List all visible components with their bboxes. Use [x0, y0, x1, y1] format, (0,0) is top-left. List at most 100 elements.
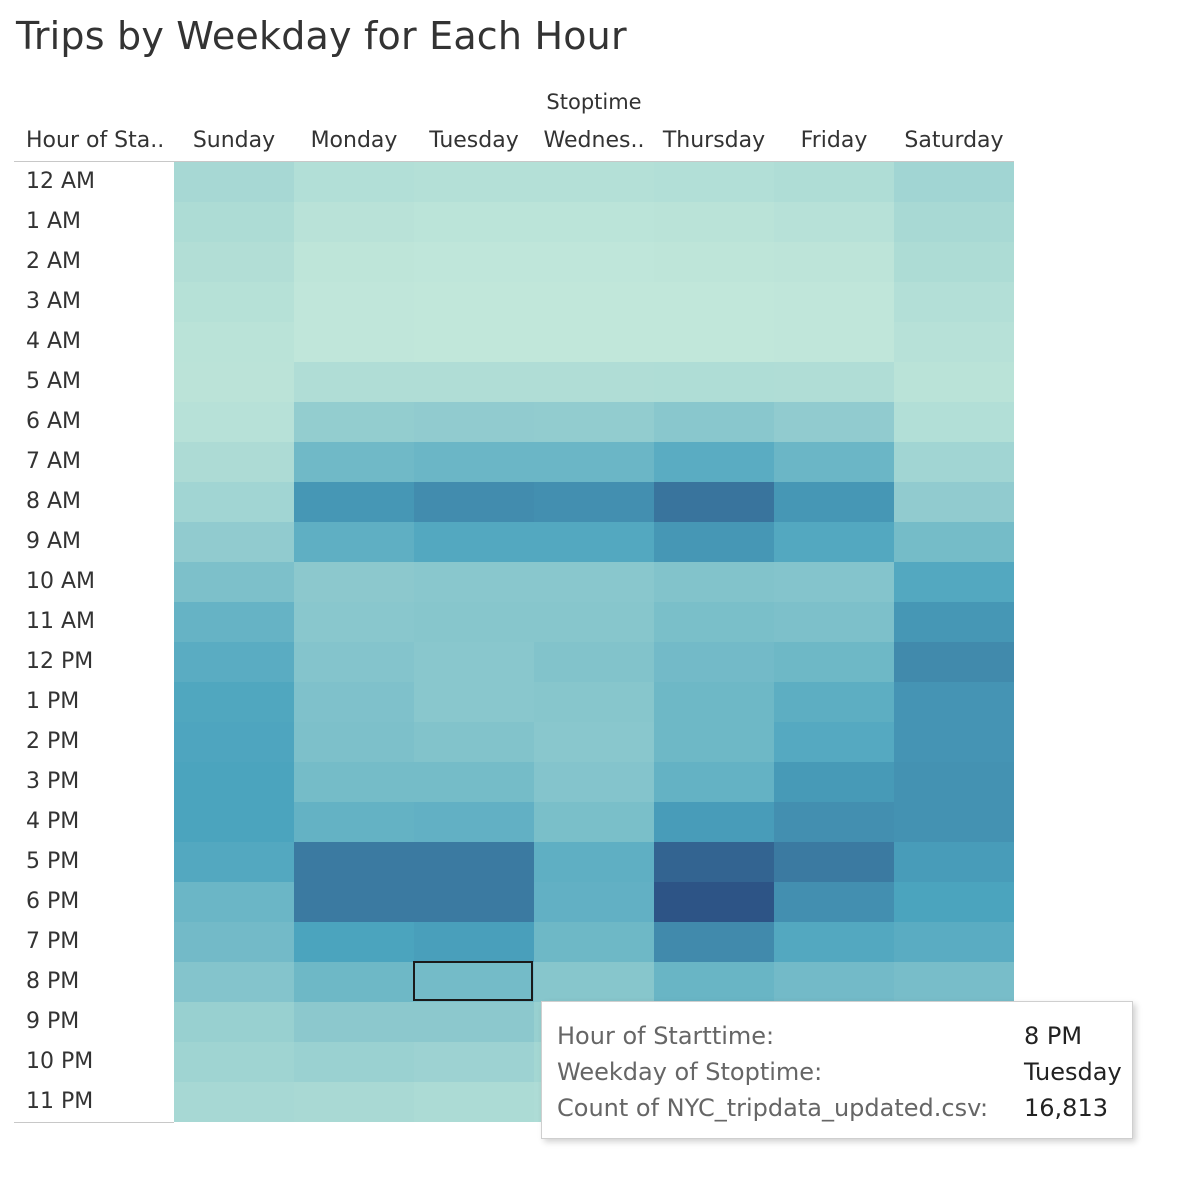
column-header-6[interactable]: Saturday [904, 128, 1004, 153]
row-label-1[interactable]: 1 AM [26, 209, 82, 234]
heatmap-cell-r3-c6[interactable] [894, 282, 1014, 322]
heatmap-cell-r7-c5[interactable] [774, 442, 894, 482]
heatmap-cell-r22-c0[interactable] [174, 1042, 294, 1082]
heatmap-cell-r13-c4[interactable] [654, 682, 774, 722]
heatmap-cell-r18-c5[interactable] [774, 882, 894, 922]
heatmap-cell-r20-c2[interactable] [414, 962, 534, 1002]
heatmap-cell-r13-c5[interactable] [774, 682, 894, 722]
heatmap-cell-r15-c0[interactable] [174, 762, 294, 802]
row-label-7[interactable]: 7 AM [26, 449, 82, 474]
heatmap-cell-r16-c6[interactable] [894, 802, 1014, 842]
heatmap-cell-r14-c0[interactable] [174, 722, 294, 762]
row-label-2[interactable]: 2 AM [26, 249, 82, 274]
heatmap-cell-r14-c2[interactable] [414, 722, 534, 762]
heatmap-cell-r1-c4[interactable] [654, 202, 774, 242]
heatmap-cell-r5-c5[interactable] [774, 362, 894, 402]
row-label-9[interactable]: 9 AM [26, 529, 82, 554]
heatmap-cell-r11-c3[interactable] [534, 602, 654, 642]
heatmap-cell-r2-c2[interactable] [414, 242, 534, 282]
column-header-2[interactable]: Tuesday [429, 128, 519, 153]
heatmap-cell-r0-c1[interactable] [294, 162, 414, 202]
heatmap-cell-r3-c5[interactable] [774, 282, 894, 322]
heatmap-cell-r7-c0[interactable] [174, 442, 294, 482]
heatmap-cell-r6-c1[interactable] [294, 402, 414, 442]
heatmap-cell-r1-c1[interactable] [294, 202, 414, 242]
heatmap-cell-r19-c3[interactable] [534, 922, 654, 962]
heatmap-cell-r7-c4[interactable] [654, 442, 774, 482]
heatmap-cell-r20-c1[interactable] [294, 962, 414, 1002]
heatmap-cell-r8-c1[interactable] [294, 482, 414, 522]
heatmap-cell-r21-c2[interactable] [414, 1002, 534, 1042]
heatmap-cell-r10-c0[interactable] [174, 562, 294, 602]
heatmap-cell-r0-c3[interactable] [534, 162, 654, 202]
heatmap-cell-r0-c5[interactable] [774, 162, 894, 202]
heatmap-cell-r1-c5[interactable] [774, 202, 894, 242]
heatmap-cell-r20-c5[interactable] [774, 962, 894, 1002]
heatmap-cell-r0-c4[interactable] [654, 162, 774, 202]
heatmap-cell-r2-c0[interactable] [174, 242, 294, 282]
row-label-14[interactable]: 2 PM [26, 729, 80, 754]
heatmap-cell-r4-c2[interactable] [414, 322, 534, 362]
heatmap-cell-r15-c1[interactable] [294, 762, 414, 802]
row-label-20[interactable]: 8 PM [26, 969, 80, 994]
heatmap-cell-r20-c6[interactable] [894, 962, 1014, 1002]
heatmap-cell-r14-c3[interactable] [534, 722, 654, 762]
heatmap-cell-r12-c1[interactable] [294, 642, 414, 682]
heatmap-cell-r18-c6[interactable] [894, 882, 1014, 922]
heatmap-cell-r12-c3[interactable] [534, 642, 654, 682]
heatmap-cell-r1-c6[interactable] [894, 202, 1014, 242]
heatmap-cell-r6-c4[interactable] [654, 402, 774, 442]
heatmap-cell-r11-c4[interactable] [654, 602, 774, 642]
heatmap-cell-r4-c5[interactable] [774, 322, 894, 362]
heatmap-cell-r21-c0[interactable] [174, 1002, 294, 1042]
heatmap-cell-r3-c0[interactable] [174, 282, 294, 322]
heatmap-cell-r12-c0[interactable] [174, 642, 294, 682]
heatmap-cell-r11-c6[interactable] [894, 602, 1014, 642]
row-header-title[interactable]: Hour of Sta.. [26, 128, 165, 153]
heatmap-cell-r7-c6[interactable] [894, 442, 1014, 482]
heatmap-cell-r8-c3[interactable] [534, 482, 654, 522]
column-header-3[interactable]: Wednes.. [543, 128, 645, 153]
heatmap-cell-r6-c2[interactable] [414, 402, 534, 442]
heatmap-cell-r9-c1[interactable] [294, 522, 414, 562]
heatmap-cell-r2-c1[interactable] [294, 242, 414, 282]
heatmap-grid[interactable] [174, 162, 1014, 1122]
heatmap-cell-r22-c1[interactable] [294, 1042, 414, 1082]
heatmap-cell-r19-c2[interactable] [414, 922, 534, 962]
heatmap-cell-r4-c4[interactable] [654, 322, 774, 362]
heatmap-cell-r19-c4[interactable] [654, 922, 774, 962]
heatmap-cell-r1-c2[interactable] [414, 202, 534, 242]
column-header-0[interactable]: Sunday [192, 128, 276, 153]
heatmap-cell-r12-c5[interactable] [774, 642, 894, 682]
heatmap-cell-r16-c0[interactable] [174, 802, 294, 842]
heatmap-cell-r23-c2[interactable] [414, 1082, 534, 1122]
column-header-5[interactable]: Friday [800, 128, 868, 153]
heatmap-cell-r9-c6[interactable] [894, 522, 1014, 562]
heatmap-cell-r18-c4[interactable] [654, 882, 774, 922]
heatmap-cell-r18-c3[interactable] [534, 882, 654, 922]
row-label-23[interactable]: 11 PM [26, 1089, 94, 1114]
heatmap-cell-r7-c1[interactable] [294, 442, 414, 482]
heatmap-cell-r0-c2[interactable] [414, 162, 534, 202]
column-header-4[interactable]: Thursday [662, 128, 766, 153]
row-label-15[interactable]: 3 PM [26, 769, 80, 794]
heatmap-cell-r11-c2[interactable] [414, 602, 534, 642]
heatmap-cell-r4-c3[interactable] [534, 322, 654, 362]
heatmap-cell-r16-c3[interactable] [534, 802, 654, 842]
heatmap-cell-r17-c1[interactable] [294, 842, 414, 882]
heatmap-cell-r5-c1[interactable] [294, 362, 414, 402]
heatmap-cell-r1-c0[interactable] [174, 202, 294, 242]
heatmap-cell-r6-c6[interactable] [894, 402, 1014, 442]
heatmap-cell-r2-c3[interactable] [534, 242, 654, 282]
heatmap-cell-r15-c5[interactable] [774, 762, 894, 802]
heatmap-cell-r13-c3[interactable] [534, 682, 654, 722]
heatmap-cell-r3-c1[interactable] [294, 282, 414, 322]
heatmap-cell-r17-c6[interactable] [894, 842, 1014, 882]
heatmap-cell-r20-c3[interactable] [534, 962, 654, 1002]
heatmap-cell-r8-c6[interactable] [894, 482, 1014, 522]
heatmap-cell-r12-c2[interactable] [414, 642, 534, 682]
heatmap-cell-r11-c1[interactable] [294, 602, 414, 642]
heatmap-cell-r2-c4[interactable] [654, 242, 774, 282]
heatmap-cell-r6-c5[interactable] [774, 402, 894, 442]
heatmap-cell-r8-c4[interactable] [654, 482, 774, 522]
